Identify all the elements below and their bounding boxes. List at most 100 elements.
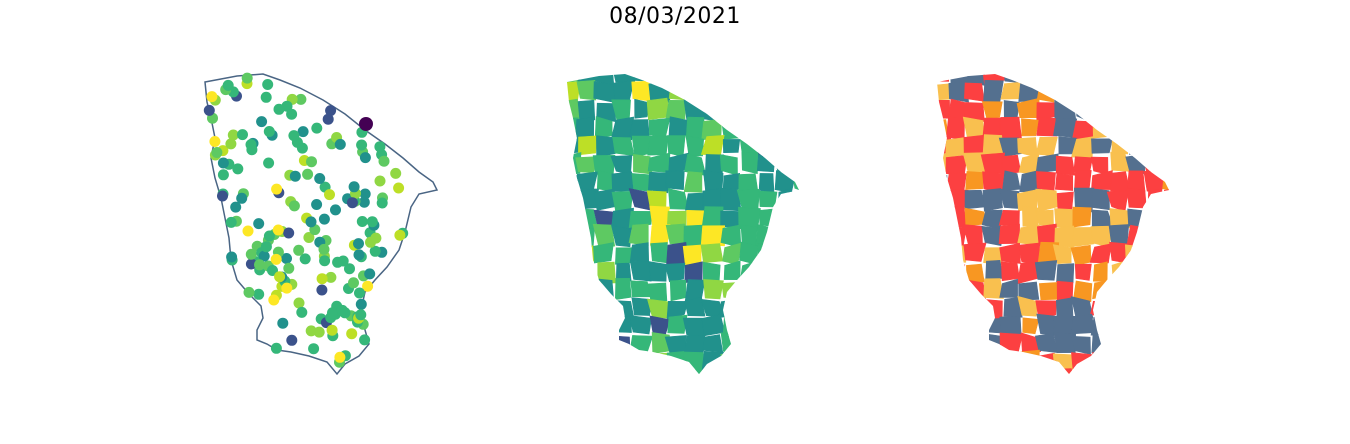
municipality-cell: [1070, 244, 1092, 266]
data-point: [217, 190, 228, 202]
municipality-cell: [1124, 244, 1147, 266]
data-point: [369, 245, 381, 257]
municipality-cell: [1035, 171, 1056, 192]
data-point: [358, 196, 370, 208]
municipality-cell: [1074, 263, 1092, 281]
municipality-cell: [812, 81, 830, 102]
municipality-cell: [792, 209, 799, 230]
municipality-cell: [704, 367, 725, 374]
municipality-cell: [647, 171, 671, 194]
municipality-cell: [937, 99, 951, 119]
municipality-cell: [611, 116, 635, 141]
municipality-cell: [1163, 386, 1183, 410]
municipality-cell: [1128, 353, 1148, 372]
municipality-cell: [1143, 74, 1168, 86]
data-point: [374, 175, 386, 187]
municipality-cell: [756, 334, 775, 355]
municipality-cell: [774, 99, 793, 119]
municipality-cell: [666, 300, 689, 321]
municipality-cell: [758, 116, 779, 140]
municipality-cell: [1000, 261, 1020, 282]
municipality-cell: [756, 154, 776, 173]
municipality-cell: [684, 335, 706, 355]
municipality-cell: [1038, 281, 1060, 301]
municipality-cell: [1180, 279, 1200, 301]
municipality-cell: [1109, 369, 1128, 374]
municipality-cell: [577, 297, 599, 317]
data-point: [394, 229, 406, 241]
municipality-cell: [937, 368, 949, 374]
data-point: [286, 334, 298, 346]
municipality-cell: [683, 171, 703, 193]
municipality-cell: [981, 209, 1003, 230]
municipality-cell: [1037, 387, 1054, 410]
municipality-cell: [937, 74, 950, 82]
municipality-cell: [558, 388, 580, 408]
data-point: [271, 183, 283, 195]
data-point: [243, 286, 255, 298]
municipality-cell: [1002, 387, 1021, 408]
data-point: [362, 280, 374, 292]
municipality-cell: [791, 98, 799, 117]
municipality-cell: [567, 243, 580, 266]
municipality-cell: [1089, 243, 1112, 264]
municipality-cell: [965, 387, 986, 410]
municipality-cell: [612, 80, 635, 101]
municipality-cell: [1091, 188, 1110, 211]
municipality-cell: [815, 173, 830, 192]
municipality-cell: [567, 296, 582, 320]
data-point: [236, 192, 248, 204]
municipality-cell: [683, 389, 706, 408]
municipality-cell: [1125, 80, 1149, 105]
municipality-cell: [1185, 173, 1203, 191]
data-point: [273, 103, 285, 115]
municipality-cell: [791, 187, 799, 213]
municipality-cell: [1180, 81, 1200, 101]
municipality-cell: [1055, 155, 1076, 176]
municipality-cell: [756, 261, 775, 282]
municipality-cell: [704, 81, 725, 104]
municipality-cell: [759, 370, 779, 374]
municipality-cell: [1161, 370, 1169, 374]
municipality-cell: [947, 314, 970, 338]
municipality-cell: [964, 189, 987, 210]
municipality-cell: [1179, 318, 1201, 336]
municipality-cell: [1002, 353, 1024, 374]
municipality-cell: [966, 263, 985, 283]
points-map: [203, 72, 438, 375]
municipality-cell: [810, 298, 832, 318]
data-point: [258, 250, 270, 262]
municipality-cell: [1160, 351, 1169, 373]
municipality-cell: [963, 242, 987, 262]
municipality-cell: [720, 368, 743, 374]
municipality-cell: [774, 278, 792, 302]
municipality-cell: [700, 243, 724, 264]
municipality-cell: [723, 81, 743, 102]
municipality-cell: [610, 74, 636, 84]
municipality-cell: [758, 208, 778, 228]
municipality-cell: [1147, 223, 1166, 247]
municipality-cell: [1090, 300, 1111, 318]
municipality-cell: [615, 388, 632, 408]
municipality-cell: [1022, 317, 1040, 335]
municipality-cell: [567, 352, 577, 371]
municipality-cell: [1017, 262, 1039, 285]
data-point: [325, 105, 337, 117]
municipality-cell: [651, 387, 667, 408]
municipality-cell: [982, 298, 1003, 319]
municipality-cell: [774, 84, 795, 103]
municipality-cell: [665, 99, 686, 120]
municipality-cells-categorical: [937, 74, 1203, 410]
municipality-cell: [811, 282, 828, 302]
municipality-cell: [948, 98, 968, 120]
municipality-cell: [578, 135, 598, 156]
municipality-cell: [610, 224, 632, 248]
data-point: [268, 294, 280, 306]
municipality-cell: [683, 74, 707, 85]
data-point: [293, 297, 305, 309]
municipality-cell: [721, 281, 743, 300]
municipality-cell: [965, 171, 984, 190]
data-point: [306, 156, 317, 168]
municipality-cell: [1143, 260, 1165, 283]
municipality-cell: [684, 81, 706, 101]
